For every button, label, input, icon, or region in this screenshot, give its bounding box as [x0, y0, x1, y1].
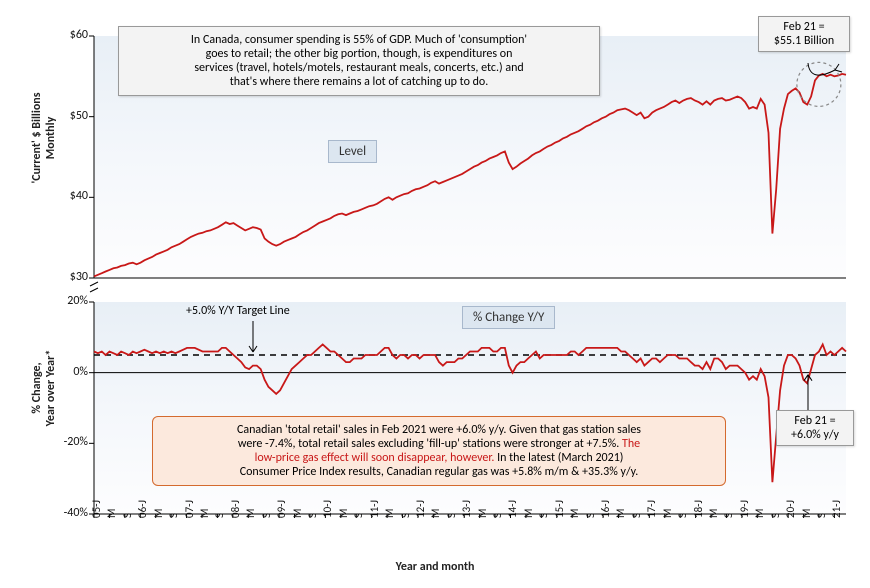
- lower-commentary: Canadian 'total retail' sales in Feb 202…: [152, 416, 726, 486]
- x-axis-label: Year and month: [8, 560, 862, 574]
- target-line-label: +5.0% Y/Y Target Line: [186, 304, 290, 318]
- upper-legend: Level: [328, 140, 377, 163]
- upper-callout: In Canada, consumer spending is 55% of G…: [118, 26, 600, 96]
- lower-y-label: % Change, Year over Year*: [30, 298, 58, 478]
- upper-y-label: 'Current' $ Billions Monthly: [30, 38, 58, 238]
- lower-legend: % Change Y/Y: [462, 306, 555, 329]
- upper-endpoint-label: Feb 21 = $55.1 Billion: [758, 16, 850, 52]
- lower-endpoint-label: Feb 21 = +6.0% y/y: [776, 410, 854, 446]
- chart-container: 'Current' $ Billions Monthly % Change, Y…: [8, 8, 862, 580]
- orange-pre: Canadian 'total retail' sales in Feb 202…: [237, 423, 641, 451]
